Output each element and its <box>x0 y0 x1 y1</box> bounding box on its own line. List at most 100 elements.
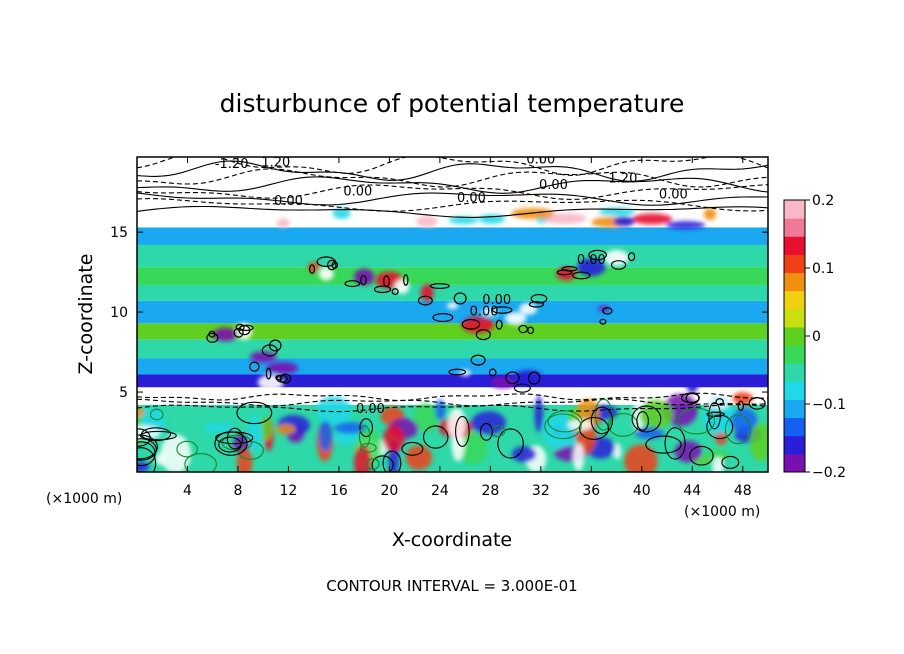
texture-blob <box>674 440 702 463</box>
contour-ring <box>461 318 481 330</box>
y-tick-label: 10 <box>110 305 128 321</box>
contour-ring <box>208 330 216 338</box>
contour-ring <box>590 406 614 435</box>
texture-blob <box>511 446 537 463</box>
contour-ring <box>137 428 151 447</box>
contour-ring <box>491 306 513 314</box>
x-tick-label: 24 <box>431 483 449 499</box>
x-axis-ticks: 4 8 12 16 20 24 28 32 36 40 44 48 <box>183 157 752 499</box>
x-tick-label: 8 <box>233 483 242 499</box>
texture-blob <box>275 424 296 435</box>
contour-ring <box>530 293 548 304</box>
colorbar-swatch <box>784 453 805 473</box>
contour-ring <box>429 283 450 289</box>
field-band-10 <box>137 227 768 245</box>
contour-ring <box>236 401 273 425</box>
colorbar-swatch <box>784 417 805 437</box>
contour-ring <box>403 274 409 286</box>
contour-ring <box>470 354 486 366</box>
colorbar-swatch <box>784 272 805 292</box>
texture-blob <box>613 216 635 227</box>
texture-blob <box>686 378 699 394</box>
plot-area: -1.20 1.200.000.00 0.000.000.001.200.000.0… <box>137 156 768 472</box>
contour-ring <box>359 418 373 438</box>
x-tick-label: 48 <box>734 483 752 499</box>
texture-blob <box>448 216 479 224</box>
colorbar-tick-label: −0.1 <box>812 397 846 413</box>
colorbar-swatch <box>784 399 805 419</box>
x-tick-label: 28 <box>481 483 499 499</box>
contour-ring <box>488 368 497 377</box>
contour-ring <box>479 423 493 441</box>
x-tick-label: 32 <box>532 483 550 499</box>
contour-label: 0.00 <box>577 253 606 268</box>
colorbar-swatch <box>784 200 805 219</box>
contour-ring <box>137 447 157 472</box>
texture-blob <box>576 398 600 426</box>
field-band-5 <box>137 323 768 340</box>
texture-blob <box>315 396 352 425</box>
texture-blob <box>354 268 375 286</box>
texture-blob <box>236 448 253 472</box>
contour-ring <box>645 435 682 454</box>
contour-ring <box>513 383 531 393</box>
field-band-8 <box>137 267 768 285</box>
texture-blob <box>749 422 768 462</box>
contour-ring <box>261 344 278 357</box>
texture-blob <box>413 403 439 432</box>
contour-line <box>137 205 768 218</box>
colorbar-swatch <box>784 345 805 364</box>
contour-ring <box>344 280 361 288</box>
texture-blob <box>160 434 191 472</box>
contour-ring <box>685 392 700 404</box>
contour-ring <box>455 415 470 447</box>
contour-line <box>137 398 768 407</box>
contour-ring <box>176 440 198 458</box>
contour-ring <box>233 327 244 338</box>
texture-blob <box>572 443 585 472</box>
contour-ring <box>588 249 607 261</box>
x-tick-label: 20 <box>380 483 398 499</box>
contour-ring <box>610 260 627 270</box>
field-band-7 <box>137 284 768 301</box>
contour-ring <box>139 430 177 441</box>
contour-label: 0.00 <box>343 184 372 199</box>
y-tick-label: 15 <box>110 225 128 241</box>
texture-blob <box>613 443 622 460</box>
colorbar-swatch <box>784 218 805 237</box>
contour-ring <box>505 371 520 385</box>
contour-ring <box>495 319 503 330</box>
contour-label: 1.20 <box>261 156 290 171</box>
contour-label: -1.20 <box>215 157 249 172</box>
contour-line <box>137 157 768 176</box>
x-unit-label-left: (×1000 m) <box>46 491 122 507</box>
x-axis-title: X-coordinate <box>392 529 512 551</box>
contour-labels: -1.20 1.200.000.00 0.000.000.001.200.000.0… <box>215 156 688 417</box>
texture-blob <box>137 461 150 472</box>
texture-blob <box>471 411 506 435</box>
contour-ring <box>527 371 541 385</box>
colorbar-swatch <box>784 290 805 310</box>
contour-ring <box>708 402 721 430</box>
texture-blob <box>519 303 538 315</box>
texture-blob <box>712 456 724 472</box>
texture-blob <box>458 432 488 465</box>
contour-ring <box>432 312 454 323</box>
contour-ring <box>636 411 649 431</box>
x-tick-label: 12 <box>280 483 298 499</box>
contour-ring <box>518 324 529 334</box>
contour-label: 0.00 <box>470 304 499 319</box>
texture-blob <box>276 218 290 228</box>
contour-ring <box>490 425 506 438</box>
texture-blob <box>203 423 237 433</box>
texture-blob <box>318 266 334 281</box>
colorbar-swatch <box>784 381 805 400</box>
contour-ring <box>724 414 752 445</box>
contour-ring <box>206 332 219 343</box>
contour-ring <box>422 425 449 449</box>
contour-ring <box>556 269 573 276</box>
contour-ring <box>453 292 467 305</box>
colorbar-tick-label: 0.2 <box>812 193 834 209</box>
texture-blob <box>446 302 459 310</box>
contour-ring <box>578 416 610 440</box>
